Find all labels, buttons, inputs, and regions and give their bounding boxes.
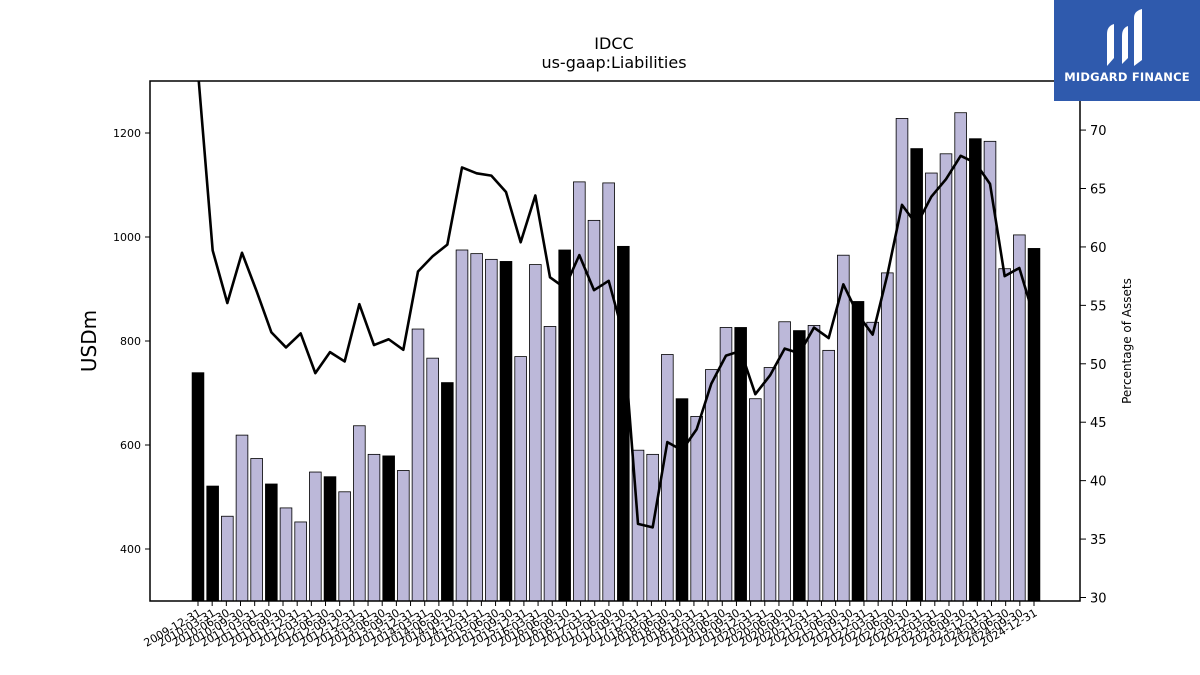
y2-tick-label: 40 bbox=[1090, 475, 1107, 490]
bar bbox=[1027, 248, 1041, 601]
bar bbox=[778, 321, 791, 601]
bar bbox=[514, 356, 527, 601]
bar-group bbox=[191, 112, 1041, 601]
bar bbox=[221, 515, 234, 601]
y2-tick-label: 30 bbox=[1090, 591, 1107, 606]
bar bbox=[690, 415, 703, 601]
y2-tick-label: 70 bbox=[1090, 124, 1107, 139]
bar bbox=[881, 272, 894, 601]
bar bbox=[939, 153, 953, 601]
bar bbox=[910, 148, 923, 601]
bar bbox=[719, 327, 733, 601]
chart-subtitle: us-gaap:Liabilities bbox=[541, 53, 686, 72]
y2-tick-label: 65 bbox=[1090, 183, 1107, 198]
bar bbox=[602, 182, 615, 601]
bar bbox=[397, 470, 410, 601]
bar bbox=[455, 249, 469, 601]
bar bbox=[675, 398, 689, 601]
bar bbox=[426, 357, 439, 601]
y-tick-label: 1200 bbox=[113, 127, 141, 140]
bar bbox=[807, 324, 821, 601]
y2-axis-label: Percentage of Assets bbox=[1120, 278, 1134, 404]
bar bbox=[895, 118, 909, 601]
bar bbox=[294, 521, 307, 601]
bar bbox=[279, 507, 293, 601]
bar bbox=[382, 455, 395, 601]
bar bbox=[998, 268, 1011, 601]
bar bbox=[573, 181, 586, 601]
bar bbox=[661, 354, 674, 601]
bar bbox=[851, 301, 865, 601]
bar bbox=[309, 471, 322, 601]
bar bbox=[485, 258, 498, 601]
bar bbox=[822, 349, 835, 601]
line-series bbox=[197, 81, 1036, 529]
bar bbox=[206, 485, 219, 601]
y-tick-label: 1000 bbox=[113, 231, 141, 244]
bar bbox=[558, 249, 571, 601]
bar bbox=[969, 138, 982, 601]
bar bbox=[529, 264, 542, 601]
bar bbox=[763, 367, 777, 601]
bar bbox=[1013, 234, 1026, 601]
y2-tick-label: 45 bbox=[1090, 416, 1107, 431]
bar bbox=[837, 254, 850, 601]
bar bbox=[734, 327, 747, 601]
y2-tick-label: 60 bbox=[1090, 241, 1107, 256]
bar bbox=[470, 253, 483, 601]
midgard-finance-logo: MIDGARD FINANCE bbox=[1054, 0, 1200, 101]
axes: 400600800100012003035404550556065702009-… bbox=[113, 80, 1107, 650]
bar bbox=[587, 219, 601, 601]
bar bbox=[705, 369, 718, 601]
logo-text: MIDGARD FINANCE bbox=[1064, 70, 1190, 84]
y-axis-label: USDm bbox=[77, 310, 101, 372]
bar bbox=[543, 326, 557, 601]
bar bbox=[983, 140, 997, 601]
y2-tick-label: 55 bbox=[1090, 299, 1107, 314]
bar bbox=[793, 330, 806, 601]
chart-title: IDCC bbox=[594, 34, 633, 53]
line-group bbox=[197, 81, 1036, 529]
bar bbox=[925, 172, 938, 601]
bar bbox=[191, 372, 205, 601]
bar bbox=[954, 112, 967, 601]
bar bbox=[338, 491, 351, 601]
y-tick-label: 600 bbox=[120, 439, 141, 452]
bar bbox=[235, 434, 249, 601]
bar bbox=[617, 245, 630, 601]
bar bbox=[411, 328, 425, 601]
bar bbox=[866, 321, 879, 601]
y-tick-label: 400 bbox=[120, 543, 141, 556]
y-tick-label: 800 bbox=[120, 335, 141, 348]
bar bbox=[441, 382, 454, 601]
bar bbox=[749, 398, 762, 601]
bar bbox=[367, 453, 381, 601]
logo-mark-icon bbox=[1107, 9, 1142, 66]
bar bbox=[250, 458, 263, 601]
bar bbox=[499, 261, 513, 601]
y2-tick-label: 35 bbox=[1090, 533, 1107, 548]
bar bbox=[323, 476, 337, 601]
bar bbox=[265, 483, 278, 601]
bar bbox=[353, 425, 366, 601]
y2-tick-label: 50 bbox=[1090, 358, 1107, 373]
